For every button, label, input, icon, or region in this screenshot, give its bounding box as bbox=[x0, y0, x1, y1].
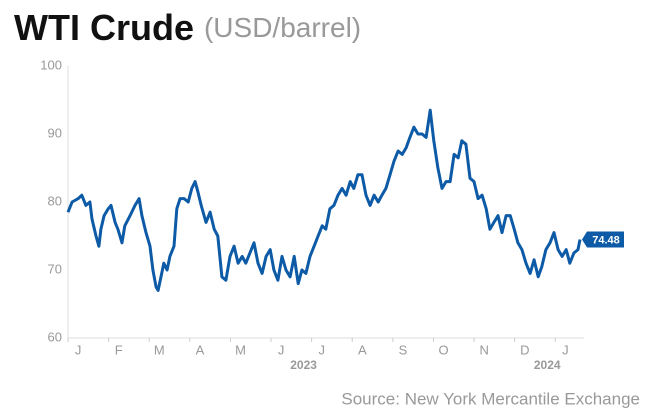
x-tick-label: J bbox=[278, 342, 285, 357]
x-tick-label: A bbox=[358, 342, 367, 357]
y-tick-label: 80 bbox=[48, 193, 62, 208]
value-label: 74.48 bbox=[592, 234, 620, 246]
x-tick-label: J bbox=[75, 342, 82, 357]
title: WTI Crude bbox=[14, 7, 194, 48]
x-tick-label: M bbox=[235, 342, 246, 357]
value-callout bbox=[582, 231, 624, 248]
y-tick-label: 100 bbox=[40, 57, 62, 72]
x-tick-label: N bbox=[479, 342, 488, 357]
x-tick-label: F bbox=[115, 342, 123, 357]
x-tick-label: J bbox=[319, 342, 326, 357]
x-tick-label: S bbox=[399, 342, 408, 357]
y-tick-label: 70 bbox=[48, 261, 62, 276]
x-tick-label: M bbox=[154, 342, 165, 357]
chart-title: WTI Crude (USD/barrel) bbox=[14, 7, 361, 48]
x-tick-label: A bbox=[196, 342, 205, 357]
y-tick-label: 90 bbox=[48, 125, 62, 140]
year-label: 2023 bbox=[290, 358, 317, 372]
subtitle: (USD/barrel) bbox=[204, 12, 361, 43]
year-label: 2024 bbox=[534, 358, 561, 372]
source: Source: New York Mercantile Exchange bbox=[341, 389, 640, 408]
y-tick-label: 60 bbox=[48, 329, 62, 344]
x-tick-label: O bbox=[439, 342, 449, 357]
price-line bbox=[66, 108, 582, 292]
x-tick-label: J bbox=[562, 342, 569, 357]
x-tick-label: D bbox=[520, 342, 529, 357]
